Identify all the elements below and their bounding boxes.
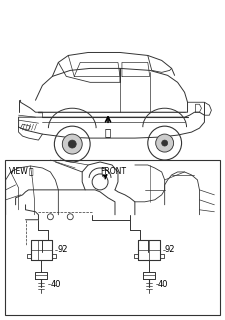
Text: 92: 92: [57, 245, 68, 254]
Circle shape: [162, 140, 168, 146]
Circle shape: [68, 140, 76, 148]
Circle shape: [62, 134, 82, 154]
Text: VIEW: VIEW: [9, 167, 28, 176]
Circle shape: [156, 134, 174, 152]
Text: 40: 40: [158, 280, 168, 289]
Text: 40: 40: [50, 280, 61, 289]
Text: 92: 92: [165, 245, 175, 254]
Bar: [5, 160, 220, 315]
Text: FRONT: FRONT: [100, 167, 126, 176]
Text: Ⓐ: Ⓐ: [29, 167, 33, 176]
Text: Ⓐ: Ⓐ: [105, 127, 111, 137]
